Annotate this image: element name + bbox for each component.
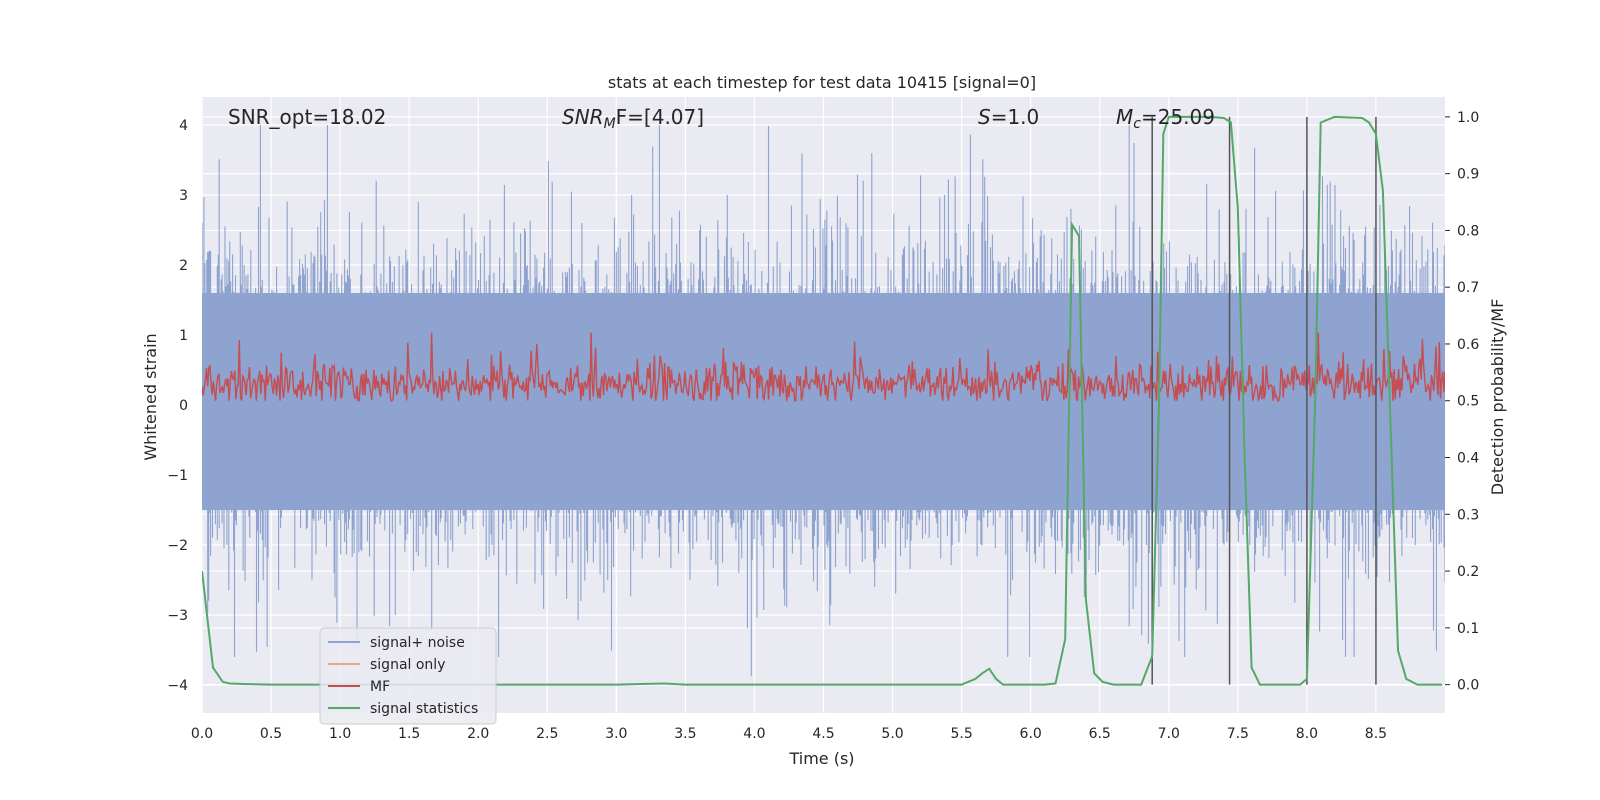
series-signal-statistics bbox=[202, 115, 1443, 686]
series-mf bbox=[202, 332, 1445, 402]
legend-label-signal-noise: signal+ noise bbox=[370, 635, 465, 651]
x-tick-label: 4.5 bbox=[812, 726, 834, 742]
annotation-mc: Mc=25.09 bbox=[1116, 105, 1215, 132]
x-tick-label: 1.5 bbox=[398, 726, 420, 742]
y-right-tick-label: 0.5 bbox=[1457, 394, 1479, 410]
x-tick-label: 6.5 bbox=[1089, 726, 1111, 742]
x-tick-label: 4.0 bbox=[743, 726, 765, 742]
y-left-tick-label: 0 bbox=[179, 398, 188, 414]
annotation-s: S=1.0 bbox=[978, 105, 1039, 129]
legend-label-mf: MF bbox=[370, 679, 390, 695]
y-right-tick-label: 0.7 bbox=[1457, 280, 1479, 296]
signal-statistics-line bbox=[202, 115, 1443, 686]
y-right-axis-label: Detection probability/MF bbox=[1488, 299, 1507, 496]
x-tick-label: 8.0 bbox=[1296, 726, 1318, 742]
legend-label-signal-statistics: signal statistics bbox=[370, 701, 478, 717]
y-right-tick-label: 0.4 bbox=[1457, 451, 1479, 467]
x-tick-label: 0.0 bbox=[191, 726, 213, 742]
x-tick-label: 5.0 bbox=[881, 726, 903, 742]
y-left-tick-label: 1 bbox=[179, 328, 188, 344]
y-right-tick-label: 0.9 bbox=[1457, 167, 1479, 183]
y-right-tick-label: 0.8 bbox=[1457, 223, 1479, 239]
vertical-lines bbox=[1151, 116, 1377, 685]
x-tick-label: 3.5 bbox=[674, 726, 696, 742]
y-left-tick-label: −4 bbox=[167, 678, 188, 694]
y-right-tick-label: 0.6 bbox=[1457, 337, 1479, 353]
x-axis-label: Time (s) bbox=[788, 749, 854, 768]
annotation-snr-opt: SNR_opt=18.02 bbox=[228, 105, 386, 129]
y-right-tick-label: 0.0 bbox=[1457, 678, 1479, 694]
x-tick-label: 2.5 bbox=[536, 726, 558, 742]
y-left-tick-label: −2 bbox=[167, 538, 188, 554]
x-tick-label: 0.5 bbox=[260, 726, 282, 742]
annotation-snr-mf: SNRMF=[4.07] bbox=[562, 105, 704, 132]
y-right-tick-label: 0.3 bbox=[1457, 507, 1479, 523]
legend-box bbox=[319, 627, 497, 725]
x-tick-label: 5.5 bbox=[950, 726, 972, 742]
mf-trace bbox=[202, 332, 1445, 402]
y-right-ticks: 0.0 0.1 0.2 0.3 0.4 0.5 0.6 0.7 0.8 0.9 1.0 bbox=[1445, 110, 1479, 694]
annotations: SNR_opt=18.02 SNRMF=[4.07] S=1.0 Mc=25.0… bbox=[228, 105, 1215, 132]
y-left-tick-label: −1 bbox=[167, 468, 188, 484]
legend-label-signal-only: signal only bbox=[370, 657, 445, 673]
x-tick-label: 2.0 bbox=[467, 726, 489, 742]
legend: signal+ noise signal only MF signal stat… bbox=[319, 627, 497, 725]
x-tick-label: 6.0 bbox=[1020, 726, 1042, 742]
y-left-tick-label: 2 bbox=[179, 258, 188, 274]
y-left-axis-label: Whitened strain bbox=[141, 333, 160, 460]
y-left-tick-label: −3 bbox=[167, 608, 188, 624]
x-tick-label: 3.0 bbox=[605, 726, 627, 742]
y-left-tick-label: 4 bbox=[179, 118, 188, 134]
x-tick-label: 7.5 bbox=[1227, 726, 1249, 742]
y-right-tick-label: 0.1 bbox=[1457, 621, 1479, 637]
y-right-tick-label: 1.0 bbox=[1457, 110, 1479, 126]
chart-title: stats at each timestep for test data 104… bbox=[608, 73, 1036, 92]
y-right-tick-label: 0.2 bbox=[1457, 564, 1479, 580]
y-left-ticks: −4 −3 −2 −1 0 1 2 3 4 bbox=[167, 118, 188, 694]
y-left-tick-label: 3 bbox=[179, 188, 188, 204]
x-tick-label: 7.0 bbox=[1158, 726, 1180, 742]
series-signal-noise bbox=[202, 125, 1445, 677]
x-tick-label: 1.0 bbox=[329, 726, 351, 742]
x-tick-label: 8.5 bbox=[1365, 726, 1387, 742]
x-ticks: 0.0 0.5 1.0 1.5 2.0 2.5 3.0 3.5 4.0 4.5 5.0 5.5 6.0 6… bbox=[191, 726, 1387, 742]
